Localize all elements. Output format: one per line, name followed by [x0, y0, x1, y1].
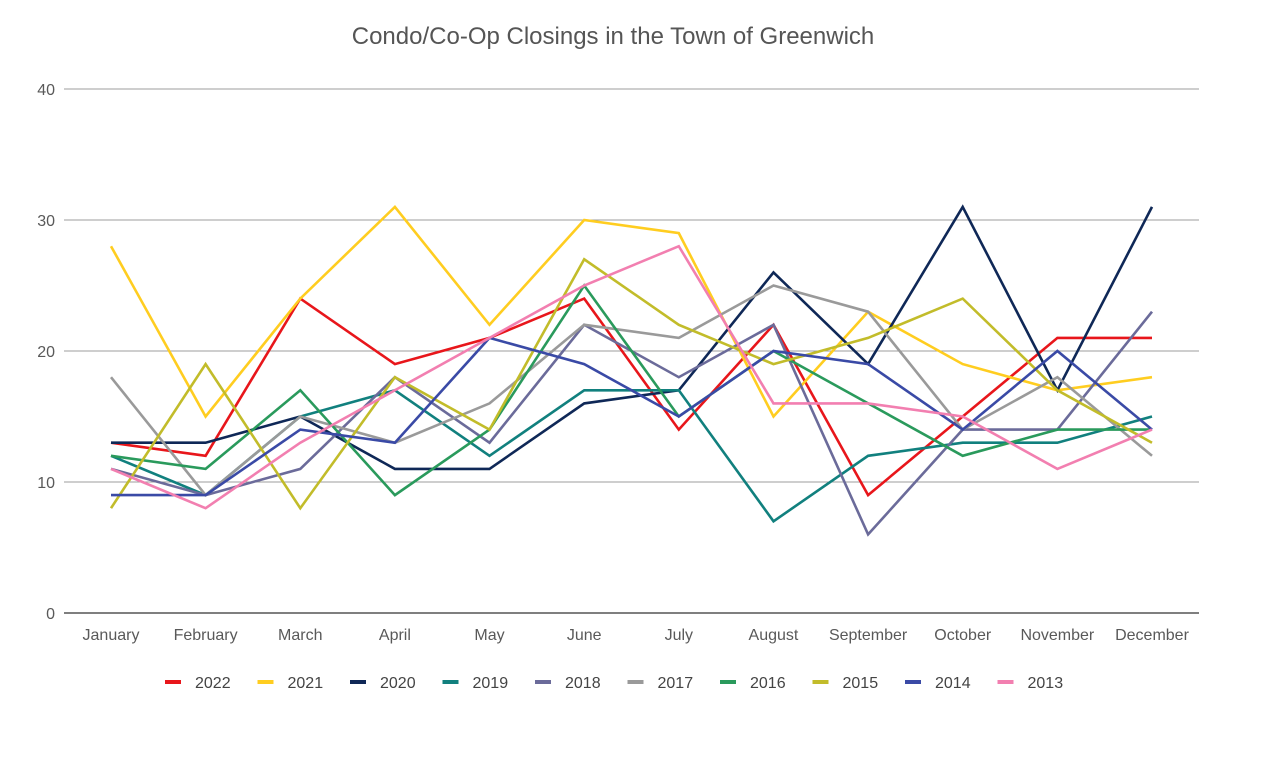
- legend-label: 2022: [195, 675, 231, 692]
- legend-item-2020: 2020: [350, 675, 416, 692]
- y-tick-label: 0: [46, 606, 55, 623]
- legend-item-2018: 2018: [535, 675, 601, 692]
- legend-item-2022: 2022: [165, 675, 231, 692]
- legend-label: 2014: [935, 675, 971, 692]
- x-tick-label: December: [1115, 627, 1189, 644]
- series-line-2016: [110, 283, 1152, 497]
- legend-label: 2018: [565, 675, 601, 692]
- x-tick-label: July: [665, 627, 693, 644]
- series-lines: [109, 204, 1154, 537]
- series-line-2021: [109, 204, 1153, 419]
- legend-item-2015: 2015: [812, 675, 879, 692]
- series-line-2015: [109, 257, 1153, 511]
- x-tick-label: February: [174, 627, 238, 644]
- x-axis-ticks: January February March April May June July Augu…: [83, 627, 1190, 644]
- legend-item-2016: 2016: [720, 675, 786, 692]
- series-line-2014: [111, 336, 1153, 497]
- x-tick-label: September: [829, 627, 908, 644]
- y-tick-label: 40: [37, 82, 55, 99]
- legend-label: 2013: [1028, 675, 1064, 692]
- y-tick-label: 10: [37, 475, 55, 492]
- legend-item-2017: 2017: [627, 675, 694, 692]
- legend-label: 2015: [843, 675, 879, 692]
- chart-title: Condo/Co-Op Closings in the Town of Gree…: [352, 23, 875, 50]
- legend-label: 2016: [750, 675, 786, 692]
- x-tick-label: June: [567, 627, 602, 644]
- x-tick-label: October: [934, 627, 992, 644]
- legend: 2022 2021 2020 2019 2018 2017 2016 2015 2014 2013: [165, 675, 1063, 692]
- series-line-2020: [111, 204, 1154, 471]
- legend-label: 2019: [473, 675, 509, 692]
- x-tick-label: August: [749, 627, 799, 644]
- legend-item-2013: 2013: [997, 675, 1064, 692]
- x-tick-label: November: [1020, 627, 1094, 644]
- legend-item-2014: 2014: [905, 675, 971, 692]
- legend-item-2021: 2021: [257, 675, 324, 692]
- x-tick-label: March: [278, 627, 322, 644]
- y-tick-label: 20: [37, 344, 55, 361]
- series-line-2022: [110, 296, 1152, 498]
- legend-label: 2017: [658, 675, 694, 692]
- y-axis-ticks: 0 10 20 30 40: [37, 82, 55, 623]
- legend-label: 2020: [380, 675, 416, 692]
- y-tick-label: 30: [37, 213, 55, 230]
- legend-item-2019: 2019: [442, 675, 509, 692]
- series-line-2017: [109, 284, 1153, 497]
- x-tick-label: January: [83, 627, 140, 644]
- legend-label: 2021: [288, 675, 324, 692]
- series-line-2013: [110, 244, 1153, 510]
- series-line-2018: [110, 310, 1154, 537]
- x-tick-label: May: [474, 627, 504, 644]
- x-tick-label: April: [379, 627, 411, 644]
